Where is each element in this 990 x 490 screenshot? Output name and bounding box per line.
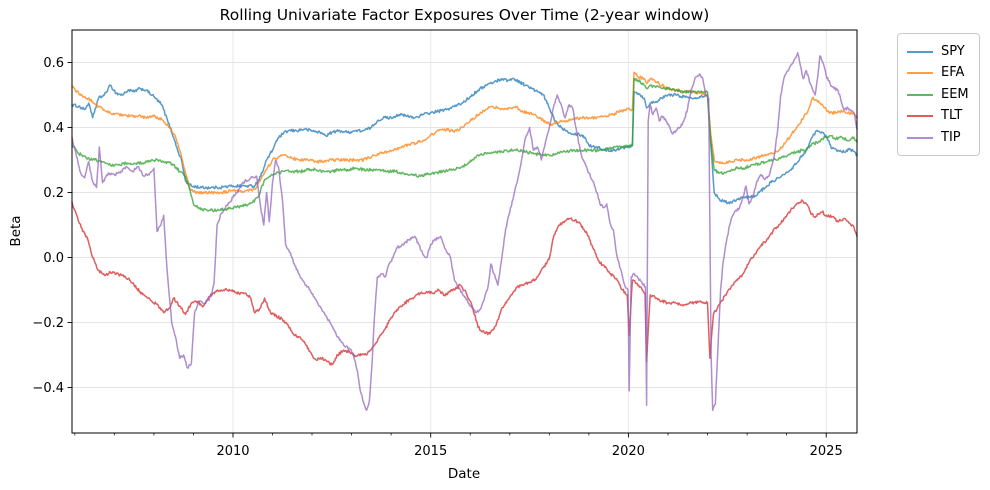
y-tick-label: −0.4 <box>32 381 64 396</box>
y-tick-label: 0.6 <box>43 56 64 71</box>
x-tick-label: 2010 <box>216 444 249 459</box>
legend-label: EFA <box>941 65 965 81</box>
legend-line-swatch <box>907 115 933 118</box>
legend-label: EEM <box>941 86 969 102</box>
x-tick-label: 2020 <box>612 444 645 459</box>
legend-label: SPY <box>941 43 965 59</box>
x-tick-label: 2015 <box>414 444 447 459</box>
legend-line-swatch <box>907 93 933 96</box>
chart-title: Rolling Univariate Factor Exposures Over… <box>219 6 710 24</box>
legend-item-tip: TIP <box>907 127 970 149</box>
legend-item-spy: SPY <box>907 41 970 63</box>
series-line-tlt <box>71 199 858 366</box>
legend-label: TLT <box>941 108 963 124</box>
series-line-eem <box>71 77 858 213</box>
series-lines <box>71 52 858 412</box>
axis-ticks <box>67 62 827 438</box>
series-line-tip <box>71 52 858 412</box>
x-axis-label: Date <box>447 466 481 482</box>
tick-labels: 2010 2015 2020 2025 −0.4 −0.2 0.0 0.2 0.4 0.6 <box>32 56 842 459</box>
y-tick-label: 0.2 <box>43 186 64 201</box>
x-tick-label: 2025 <box>810 444 843 459</box>
series-line-spy <box>71 77 858 205</box>
axes-spines <box>71 29 858 434</box>
legend-item-tlt: TLT <box>907 106 970 128</box>
y-tick-label: 0.0 <box>43 251 64 266</box>
legend-line-swatch <box>907 50 933 53</box>
legend-line-swatch <box>907 136 933 139</box>
legend-line-swatch <box>907 72 933 75</box>
series-line-efa <box>71 71 858 195</box>
legend-item-eem: EEM <box>907 84 970 106</box>
gridlines <box>72 30 857 433</box>
legend-label: TIP <box>941 129 961 145</box>
legend: SPY EFA EEM TLT TIP <box>897 33 980 156</box>
y-tick-label: −0.2 <box>32 316 64 331</box>
legend-item-efa: EFA <box>907 63 970 85</box>
y-tick-label: 0.4 <box>43 121 64 136</box>
